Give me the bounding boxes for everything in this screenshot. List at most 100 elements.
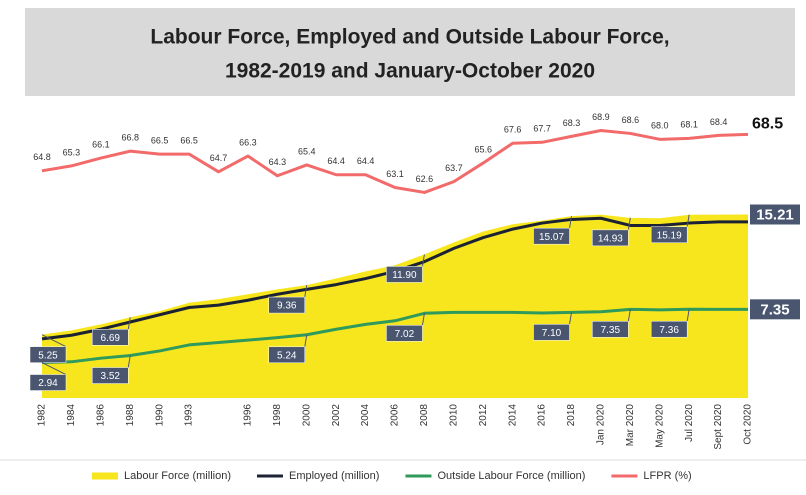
data-label: 14.93 (598, 234, 623, 245)
label-box (29, 374, 67, 391)
x-tick-label: 1982 (37, 404, 48, 427)
label-box (750, 299, 800, 320)
data-label: 68.9 (592, 112, 610, 122)
callout (41, 334, 67, 348)
label-box (592, 229, 629, 247)
data-label: 66.5 (151, 135, 169, 145)
callout (127, 317, 131, 330)
data-label: 7.02 (395, 329, 415, 340)
data-label: 9.36 (277, 301, 297, 312)
data-label: 7.35 (601, 325, 621, 336)
x-tick-label: Mar 2020 (625, 404, 636, 447)
data-label: 5.25 (38, 350, 58, 361)
data-label: 67.7 (533, 124, 551, 134)
label-box (92, 329, 129, 346)
x-tick-label: 2000 (301, 404, 312, 427)
label-box (533, 324, 570, 341)
callout (569, 312, 572, 325)
data-label: 15.07 (539, 232, 564, 243)
data-label: 64.7 (210, 153, 228, 163)
data-label: 7.36 (659, 325, 679, 336)
callout (304, 284, 308, 298)
area (42, 214, 748, 398)
label-box (268, 346, 305, 364)
data-label: 15.19 (657, 230, 682, 241)
x-tick-label: 2002 (331, 404, 342, 427)
data-label: 64.4 (357, 156, 375, 166)
data-label: 65.4 (298, 146, 316, 156)
label-box (650, 226, 688, 243)
x-tick-label: 1996 (243, 404, 254, 427)
label-box (533, 227, 570, 245)
legend-label: Employed (million) (289, 470, 379, 482)
data-label: 5.24 (277, 350, 297, 361)
line (41, 128, 749, 194)
x-tick-label: Oct 2020 (743, 404, 754, 445)
data-label: 15.21 (756, 206, 794, 223)
title-box (25, 8, 795, 96)
data-label: 65.3 (63, 147, 81, 157)
x-tick-label: 2004 (360, 404, 371, 427)
data-label: 2.94 (38, 378, 58, 389)
label-box (92, 367, 129, 384)
x-tick-label: 1986 (95, 404, 106, 427)
label-box (29, 346, 67, 363)
data-label: 68.1 (680, 120, 698, 130)
x-tick-label: 2018 (566, 404, 577, 427)
data-label: 6.69 (101, 333, 121, 344)
callout (569, 216, 572, 229)
callout (421, 254, 425, 267)
x-tick-label: 2010 (448, 404, 459, 427)
legend-label: Outside Labour Force (million) (437, 470, 585, 482)
data-label: 68.6 (622, 115, 640, 125)
data-label: 63.7 (445, 163, 463, 173)
legend-label: Labour Force (million) (124, 470, 231, 482)
data-label: 11.90 (392, 270, 417, 281)
data-label: 65.6 (474, 144, 492, 154)
callout (627, 309, 631, 322)
x-tick-label: 2006 (390, 404, 401, 427)
x-tick-label: 2008 (419, 404, 430, 427)
label-layer: 5.25 6.69 9.36 11.90 15.07 14.93 15.19 15.21 2.9… (29, 112, 800, 391)
callout (421, 313, 425, 326)
callout (127, 355, 131, 368)
label-box (386, 266, 423, 283)
x-tick-label: 1993 (184, 404, 195, 427)
data-label: 66.3 (239, 137, 257, 147)
data-label: 3.52 (101, 371, 121, 382)
label-box (750, 204, 800, 225)
data-label: 68.0 (651, 121, 669, 131)
label-box (268, 296, 305, 314)
x-tick-label: May 2020 (654, 404, 665, 448)
callout (41, 362, 67, 375)
x-tick-label: 1998 (272, 404, 283, 427)
callout (686, 214, 690, 227)
label-box (386, 325, 423, 342)
x-tick-label: Sept 2020 (713, 404, 724, 450)
x-tick-label: 2016 (537, 404, 548, 427)
data-label: 64.3 (269, 157, 287, 167)
legend-label: LFPR (%) (643, 470, 691, 482)
data-label: 7.35 (760, 301, 789, 318)
callout (627, 217, 631, 230)
x-tick-label: Jan 2020 (596, 404, 607, 446)
data-label: 66.1 (92, 139, 110, 149)
x-tick-label: 1988 (125, 404, 136, 427)
data-label: 7.10 (542, 328, 562, 339)
callout (304, 334, 308, 347)
x-tick-label: 1984 (66, 404, 77, 427)
data-label: 68.3 (563, 118, 581, 128)
x-tick-label: 1990 (154, 404, 165, 427)
chart-title: Labour Force, Employed and Outside Labou… (150, 26, 669, 49)
chart-title: 1982-2019 and January-October 2020 (225, 60, 595, 83)
label-box (592, 321, 629, 338)
data-label: 64.8 (33, 152, 51, 162)
data-label: 68.5 (752, 116, 783, 133)
data-label: 68.4 (710, 117, 728, 127)
data-label: 64.4 (327, 156, 345, 166)
x-tick-label: Jul 2020 (684, 404, 695, 442)
x-tick-label: 2014 (507, 404, 518, 427)
data-label: 66.8 (121, 133, 139, 143)
label-box (650, 320, 688, 338)
